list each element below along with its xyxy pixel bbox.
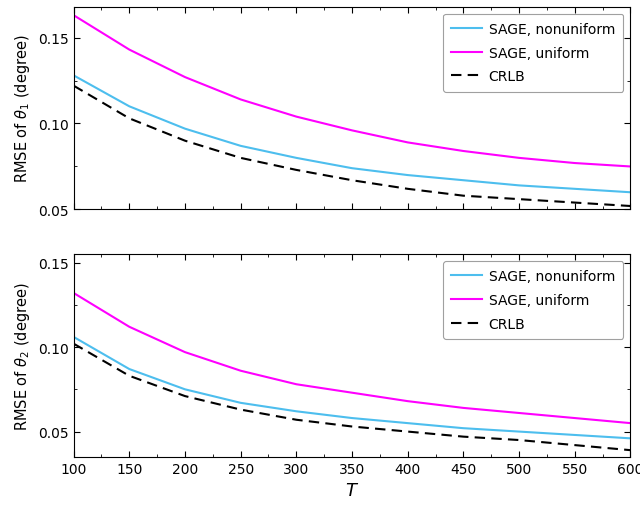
- SAGE, uniform: [181, 349, 189, 356]
- SAGE, nonuniform: [404, 173, 412, 179]
- SAGE, nonuniform: [571, 432, 579, 438]
- SAGE, uniform: [460, 148, 467, 155]
- SAGE, nonuniform: [348, 166, 356, 172]
- SAGE, uniform: [125, 47, 133, 54]
- CRLB: [292, 168, 300, 174]
- SAGE, uniform: [348, 128, 356, 134]
- SAGE, nonuniform: [571, 186, 579, 192]
- CRLB: [348, 178, 356, 184]
- CRLB: [181, 393, 189, 399]
- SAGE, uniform: [70, 13, 77, 19]
- CRLB: [404, 429, 412, 435]
- CRLB: [125, 373, 133, 379]
- SAGE, uniform: [181, 75, 189, 81]
- Y-axis label: RMSE of $\theta_1$ (degree): RMSE of $\theta_1$ (degree): [13, 34, 33, 183]
- SAGE, uniform: [627, 420, 634, 426]
- SAGE, uniform: [70, 290, 77, 296]
- SAGE, nonuniform: [460, 425, 467, 431]
- SAGE, nonuniform: [292, 409, 300, 415]
- X-axis label: $T$: $T$: [345, 481, 359, 499]
- SAGE, nonuniform: [515, 429, 523, 435]
- Line: SAGE, uniform: SAGE, uniform: [74, 16, 630, 167]
- CRLB: [237, 156, 244, 162]
- SAGE, nonuniform: [292, 156, 300, 162]
- CRLB: [627, 204, 634, 210]
- SAGE, uniform: [515, 156, 523, 162]
- CRLB: [571, 442, 579, 448]
- Legend: SAGE, nonuniform, SAGE, uniform, CRLB: SAGE, nonuniform, SAGE, uniform, CRLB: [443, 262, 623, 339]
- CRLB: [125, 116, 133, 122]
- SAGE, uniform: [237, 97, 244, 103]
- SAGE, nonuniform: [70, 334, 77, 340]
- SAGE, uniform: [292, 381, 300, 387]
- CRLB: [515, 437, 523, 443]
- Line: SAGE, nonuniform: SAGE, nonuniform: [74, 337, 630, 438]
- CRLB: [515, 197, 523, 203]
- Y-axis label: RMSE of $\theta_2$ (degree): RMSE of $\theta_2$ (degree): [13, 281, 33, 430]
- SAGE, uniform: [237, 368, 244, 374]
- Line: SAGE, uniform: SAGE, uniform: [74, 293, 630, 423]
- CRLB: [181, 138, 189, 144]
- CRLB: [627, 447, 634, 453]
- CRLB: [348, 424, 356, 430]
- SAGE, uniform: [571, 161, 579, 167]
- SAGE, nonuniform: [181, 126, 189, 132]
- SAGE, nonuniform: [627, 190, 634, 196]
- SAGE, nonuniform: [237, 400, 244, 406]
- SAGE, uniform: [348, 390, 356, 396]
- SAGE, uniform: [292, 114, 300, 120]
- SAGE, nonuniform: [515, 183, 523, 189]
- SAGE, nonuniform: [125, 104, 133, 110]
- CRLB: [237, 407, 244, 413]
- SAGE, nonuniform: [404, 420, 412, 426]
- SAGE, nonuniform: [125, 366, 133, 372]
- SAGE, nonuniform: [627, 435, 634, 441]
- SAGE, nonuniform: [70, 73, 77, 79]
- CRLB: [404, 186, 412, 192]
- SAGE, uniform: [571, 415, 579, 421]
- CRLB: [70, 83, 77, 89]
- Legend: SAGE, nonuniform, SAGE, uniform, CRLB: SAGE, nonuniform, SAGE, uniform, CRLB: [443, 15, 623, 92]
- CRLB: [292, 417, 300, 423]
- SAGE, uniform: [515, 410, 523, 416]
- SAGE, nonuniform: [181, 386, 189, 392]
- Line: CRLB: CRLB: [74, 86, 630, 207]
- CRLB: [70, 341, 77, 347]
- Line: SAGE, nonuniform: SAGE, nonuniform: [74, 76, 630, 193]
- SAGE, uniform: [627, 164, 634, 170]
- SAGE, uniform: [404, 140, 412, 146]
- Line: CRLB: CRLB: [74, 344, 630, 450]
- SAGE, uniform: [404, 398, 412, 405]
- CRLB: [571, 200, 579, 206]
- SAGE, uniform: [125, 324, 133, 330]
- SAGE, uniform: [460, 405, 467, 411]
- CRLB: [460, 193, 467, 199]
- SAGE, nonuniform: [237, 143, 244, 149]
- SAGE, nonuniform: [348, 415, 356, 421]
- SAGE, nonuniform: [460, 178, 467, 184]
- CRLB: [460, 434, 467, 440]
